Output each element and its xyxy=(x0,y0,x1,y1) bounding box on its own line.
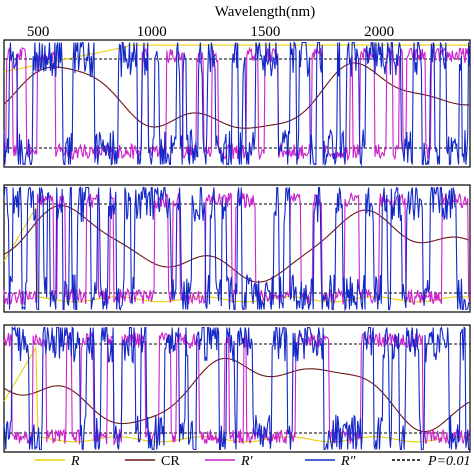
chart-legend: R CR R′ R″ P=0.01 xyxy=(35,454,471,469)
x-tick-label-1000: 1000 xyxy=(137,24,167,40)
series-CR xyxy=(3,62,470,129)
x-axis-label: Wavelength(nm) xyxy=(215,4,315,20)
panel-2 xyxy=(3,184,471,313)
series-R-prime xyxy=(3,46,471,162)
legend-label-2: R′ xyxy=(240,454,254,469)
legend-label-4: P=0.01 xyxy=(427,454,471,469)
panel-frame xyxy=(3,184,471,313)
series-R-double-prime xyxy=(3,325,470,451)
legend-label-0: R xyxy=(70,454,80,469)
chart-panels xyxy=(3,39,471,453)
legend-label-3: R″ xyxy=(340,454,356,469)
x-tick-label-1500: 1500 xyxy=(250,24,280,40)
series-R-double-prime xyxy=(3,186,470,312)
x-tick-label-2000: 2000 xyxy=(364,24,394,40)
legend-label-1: CR xyxy=(161,454,180,469)
x-tick-label-500: 500 xyxy=(27,24,50,40)
panel-3 xyxy=(3,324,471,453)
series-R-double-prime xyxy=(3,41,471,167)
panel-1 xyxy=(3,39,471,168)
x-tick-labels: 500 1000 1500 2000 xyxy=(27,24,394,40)
